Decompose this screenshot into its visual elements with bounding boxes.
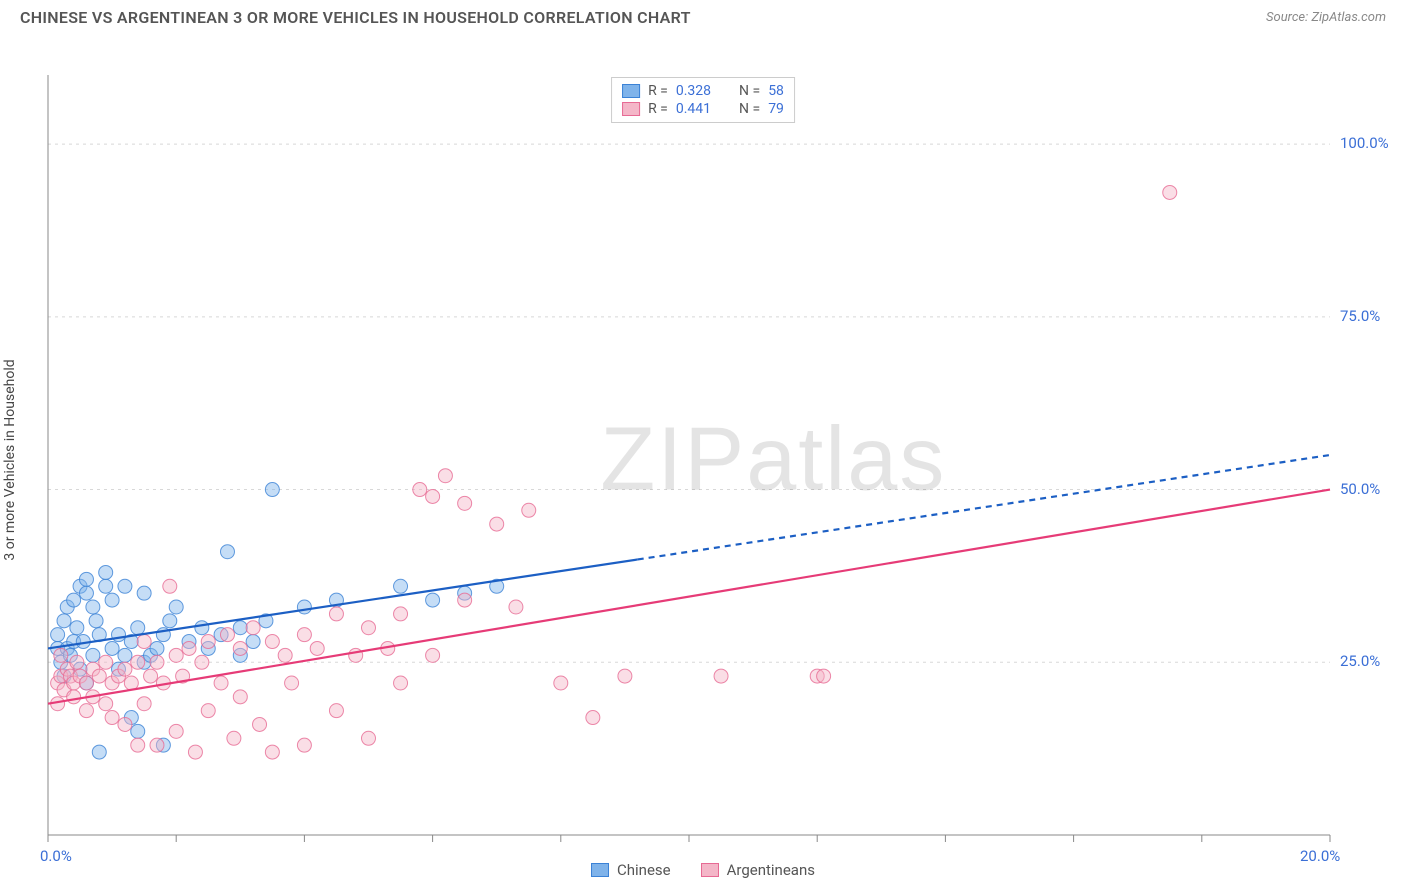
swatch-chinese-bottom <box>591 863 609 877</box>
series-legend: Chinese Argentineans <box>591 861 815 879</box>
x-tick-label: 20.0% <box>1300 847 1340 865</box>
n-label-1: N = <box>739 101 760 117</box>
r-value-1: 0.441 <box>676 101 711 117</box>
source-link[interactable]: ZipAtlas.com <box>1311 10 1386 25</box>
legend-item-chinese: Chinese <box>591 861 671 879</box>
legend-item-argentineans: Argentineans <box>701 861 815 879</box>
y-axis-label: 3 or more Vehicles in Household <box>2 359 18 560</box>
x-tick-label: 0.0% <box>40 847 72 865</box>
r-value-0: 0.328 <box>676 83 711 99</box>
n-value-0: 58 <box>768 83 784 99</box>
y-tick-label: 25.0% <box>1340 652 1380 670</box>
source-prefix: Source: <box>1266 10 1311 25</box>
chart-title: CHINESE VS ARGENTINEAN 3 OR MORE VEHICLE… <box>20 8 691 27</box>
swatch-argentineans <box>622 102 640 116</box>
swatch-argentineans-bottom <box>701 863 719 877</box>
y-tick-label: 50.0% <box>1340 480 1380 498</box>
series-name-1: Argentineans <box>727 861 815 879</box>
y-tick-label: 75.0% <box>1340 307 1380 325</box>
chart-container: 3 or more Vehicles in Household ZIPatlas… <box>0 35 1406 885</box>
n-label-0: N = <box>739 83 760 99</box>
n-value-1: 79 <box>768 101 784 117</box>
legend-row-argentineans: R = 0.441 N = 79 <box>622 100 784 118</box>
swatch-chinese <box>622 84 640 98</box>
correlation-legend: R = 0.328 N = 58 R = 0.441 N = 79 <box>611 77 795 123</box>
scatter-plot-svg <box>0 35 1406 865</box>
r-label-1: R = <box>648 101 668 117</box>
source-attribution: Source: ZipAtlas.com <box>1266 10 1386 25</box>
legend-row-chinese: R = 0.328 N = 58 <box>622 82 784 100</box>
series-name-0: Chinese <box>617 861 671 879</box>
chart-header: CHINESE VS ARGENTINEAN 3 OR MORE VEHICLE… <box>0 0 1406 35</box>
r-label-0: R = <box>648 83 668 99</box>
y-tick-label: 100.0% <box>1340 134 1389 152</box>
